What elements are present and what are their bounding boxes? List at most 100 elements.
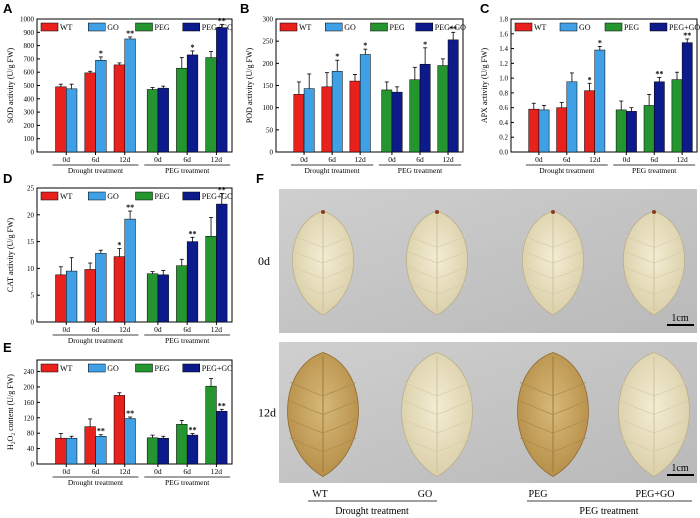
bar-go-0d — [303, 88, 315, 153]
x-tick-label: 12d — [119, 325, 131, 334]
y-tick-label: 0 — [31, 149, 35, 157]
x-tick-label: 6d — [92, 467, 100, 476]
y-tick-label: 80 — [27, 430, 35, 438]
panel-letter: F — [256, 171, 264, 186]
bar-peg-go-6d — [186, 241, 199, 323]
bar-peg-go-12d — [681, 42, 693, 153]
leaf-vein — [289, 381, 357, 397]
bar-go-0d — [538, 109, 550, 153]
legend-swatch — [135, 191, 153, 201]
group-label: Drought treatment — [68, 166, 124, 175]
bar-peg-go-12d — [216, 410, 228, 465]
bar-go-6d — [566, 81, 578, 153]
bar-peg-go-0d — [157, 87, 169, 153]
y-axis-label: SOD activity (U/g FW) — [6, 48, 15, 124]
y-tick-label: 700 — [24, 55, 35, 63]
legend-swatch — [135, 363, 153, 373]
bar-go-6d — [95, 436, 107, 465]
leaf-vein — [524, 235, 582, 248]
bar-peg-go-12d — [216, 27, 228, 153]
bar-go-0d — [66, 437, 78, 465]
bar-wt-0d — [55, 86, 67, 153]
significance-mark: ** — [218, 16, 226, 25]
bar-peg-go-6d — [653, 81, 665, 153]
legend-swatch — [182, 363, 200, 373]
group-label: PEG treatment — [632, 166, 677, 175]
significance-mark: ** — [655, 69, 663, 78]
significance-mark: * — [117, 241, 121, 250]
legend-label: WT — [299, 23, 312, 32]
legend-swatch — [415, 22, 433, 32]
y-tick-label: 240 — [24, 368, 35, 376]
y-tick-label: 1.8 — [499, 16, 508, 24]
bar-wt-6d — [84, 426, 96, 465]
bar-peg-go-12d — [447, 39, 459, 153]
leaf-vein — [524, 266, 582, 279]
x-tick-label: 6d — [650, 155, 658, 164]
x-tick-label: 12d — [676, 155, 688, 164]
legend-label: GO — [107, 192, 119, 201]
x-tick-label: 12d — [119, 155, 131, 164]
bar-wt-12d — [113, 395, 126, 465]
significance-mark: ** — [126, 203, 134, 212]
significance-mark: ** — [126, 409, 134, 418]
y-tick-label: 200 — [24, 383, 35, 391]
y-tick-label: 120 — [24, 414, 35, 422]
leaf-vein — [524, 251, 582, 264]
bar-go-6d — [331, 71, 343, 153]
legend-label: PEG — [155, 364, 170, 373]
leaf-vein — [620, 437, 688, 453]
leaf-vein — [625, 282, 683, 295]
leaf-vein — [408, 266, 466, 279]
y-tick-label: 250 — [263, 38, 274, 46]
leaf-vein — [403, 400, 471, 415]
legend-label: GO — [107, 364, 119, 373]
bar-peg-0d — [146, 437, 159, 465]
bar-wt-0d — [293, 94, 305, 153]
bar-wt-6d — [84, 269, 96, 323]
x-tick-label: 12d — [211, 325, 223, 334]
bar-go-0d — [66, 270, 78, 323]
panel-letter: B — [240, 1, 249, 16]
y-tick-label: 25 — [27, 185, 35, 193]
bar-wt-6d — [321, 86, 333, 153]
significance-mark: * — [335, 52, 339, 61]
legend-label: PEG+GO — [202, 192, 233, 201]
chart-panel-a: A 0 100 200 300 400 500 600 700 800 900 1000 SOD act… — [3, 1, 233, 175]
leaf-vein — [408, 235, 466, 248]
leaf-vein — [519, 381, 587, 397]
x-tick-label: 12d — [442, 155, 454, 164]
bar-peg-6d — [176, 67, 188, 153]
legend-swatch — [649, 22, 668, 32]
y-tick-label: 15 — [27, 238, 35, 246]
bar-peg-6d — [643, 105, 655, 153]
leaf-vein — [620, 419, 688, 434]
y-axis-label: POD activity (U/g FW) — [245, 48, 254, 124]
group-label: Drought treatment — [539, 166, 595, 175]
y-tick-label: 1.2 — [499, 60, 508, 68]
leaf-vein — [620, 381, 688, 397]
legend-label: WT — [534, 23, 547, 32]
legend-swatch — [279, 22, 298, 32]
photo-panel-f: F 0d 1cm 12d 1cm WT GO PEG PEG+GO Drought treatme… — [256, 171, 697, 517]
y-tick-label: 40 — [27, 445, 35, 453]
bar-wt-6d — [84, 72, 96, 153]
x-tick-label: 12d — [211, 467, 223, 476]
y-tick-label: 0.4 — [499, 119, 508, 127]
legend-swatch — [514, 22, 533, 32]
group-label: PEG treatment — [398, 166, 443, 175]
y-tick-label: 160 — [24, 399, 35, 407]
x-tick-label: 0d — [63, 155, 71, 164]
bar-peg-go-0d — [157, 437, 169, 465]
significance-mark: ** — [683, 31, 691, 40]
group-label: Drought treatment — [335, 506, 409, 517]
leaf-vein — [519, 400, 587, 415]
panel-letter: A — [3, 1, 13, 16]
x-tick-label: 6d — [92, 155, 100, 164]
significance-mark: ** — [189, 426, 197, 435]
y-tick-label: 300 — [24, 109, 35, 117]
legend-label: WT — [60, 364, 73, 373]
significance-mark: ** — [449, 24, 457, 33]
legend-label: WT — [60, 192, 73, 201]
bar-peg-go-6d — [419, 63, 431, 153]
